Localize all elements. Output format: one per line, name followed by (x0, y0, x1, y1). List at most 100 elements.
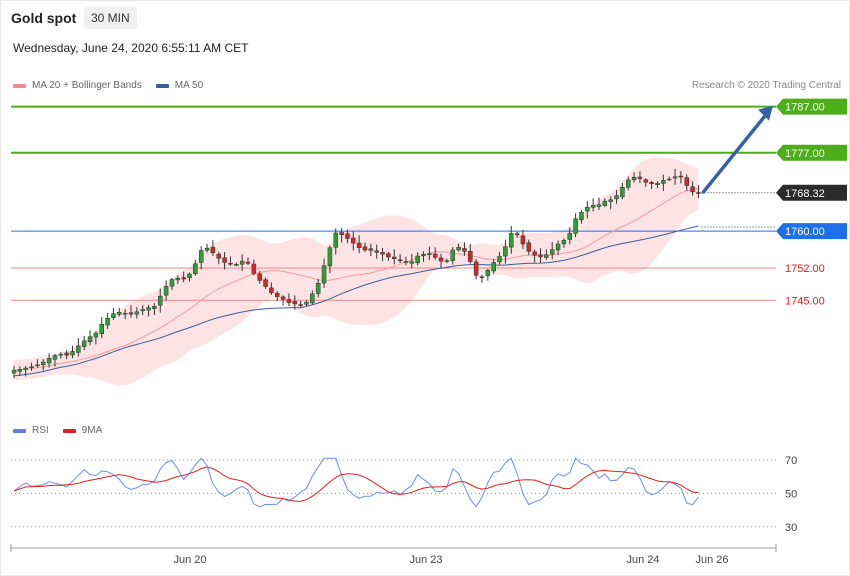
candle-body (544, 254, 549, 258)
level-tag-0 (776, 98, 847, 115)
candle-body (181, 277, 186, 280)
candle-body (403, 261, 409, 263)
candle-body (58, 353, 64, 356)
rsi-line (13, 457, 699, 508)
legend-label-ma20: MA 20 + Bollinger Bands (32, 80, 142, 91)
candle-body (29, 366, 34, 369)
candle-body (204, 247, 210, 251)
level-lines: 1787.00 1777.00 1760.00 1752.00 1745.00 (11, 98, 847, 307)
candle-body (269, 287, 274, 294)
candle-body (222, 257, 227, 263)
candle-body (163, 286, 169, 296)
candle-body (257, 273, 262, 281)
projection-arrow-shaft (701, 112, 768, 194)
candle-body (602, 200, 608, 206)
candle-body (117, 312, 122, 315)
candle-body (187, 273, 192, 279)
candle-body (41, 361, 46, 366)
candle-body (374, 250, 379, 253)
candle-body (432, 253, 438, 258)
candle-body (392, 256, 397, 260)
candle-body (280, 296, 286, 300)
candle-body (251, 263, 257, 274)
candle-body (315, 282, 321, 294)
level-tag-1 (776, 144, 847, 161)
candle-body (637, 176, 643, 179)
candle-body (122, 312, 128, 315)
candle-body (286, 299, 292, 303)
last-price-label: 1768.32 (785, 188, 825, 200)
candle-body (661, 180, 666, 184)
candle-body (620, 187, 625, 198)
candle-body (427, 253, 432, 255)
candle-body (87, 336, 93, 343)
price-legend: MA 20 + Bollinger Bands MA 50 (13, 80, 217, 91)
candle-body (608, 199, 613, 202)
candle-body (672, 176, 678, 179)
candle-body (631, 176, 637, 181)
candle-body (64, 352, 69, 356)
candle-body (351, 237, 356, 244)
candle-body (590, 205, 596, 208)
candle-body (11, 370, 17, 374)
candle-body (345, 233, 350, 239)
candle-body (76, 345, 81, 353)
candle-body (514, 233, 520, 236)
credit-text: Research © 2020 Trading Central (691, 80, 841, 91)
legend-swatch-rsi (13, 428, 26, 433)
candle-body (649, 182, 654, 184)
candle-body (438, 257, 444, 262)
rsi-legend: RSI 9MA (13, 425, 116, 436)
candle-body (509, 233, 514, 248)
rsi-ma-line (13, 466, 699, 502)
candle-body (450, 249, 455, 261)
rsi-panel: 70 50 30 (11, 455, 797, 534)
rsi-tick-30: 30 (785, 522, 797, 534)
candle-body (356, 242, 362, 248)
candle-body (555, 243, 561, 251)
candle-body (23, 367, 28, 370)
candle-body (292, 301, 298, 305)
instrument-title: Gold spot (11, 10, 77, 26)
ma50-line (13, 225, 699, 377)
projection-arrow-head (758, 105, 773, 121)
candle-body (491, 262, 496, 272)
candle-body (585, 206, 590, 212)
rsi-tick-50: 50 (785, 488, 797, 500)
candle-body (245, 261, 251, 264)
candle-body (643, 179, 649, 183)
candle-body (93, 332, 99, 338)
x-axis: Jun 20 Jun 23 Jun 24 Jun 26 (10, 544, 777, 566)
timeframe-badge[interactable]: 30 MIN (84, 7, 137, 29)
candle-body (234, 264, 239, 266)
level-label-1: 1777.00 (785, 148, 825, 160)
level-label-2: 1760.00 (785, 226, 825, 238)
x-tick-label: Jun 26 (695, 554, 728, 566)
candle-body (105, 317, 110, 326)
candle-body (310, 293, 315, 304)
candle-body (111, 313, 116, 318)
candle-body (386, 253, 391, 258)
candle-body (678, 175, 684, 178)
candle-body (17, 369, 23, 372)
candle-body (70, 351, 75, 356)
candle-body (503, 246, 508, 257)
legend-label-ma50: MA 50 (174, 80, 204, 91)
candle-body (146, 307, 151, 311)
candle-body (210, 247, 216, 254)
legend-item-rsi: RSI (13, 425, 49, 436)
legend-item-9ma: 9MA (62, 425, 102, 436)
chart-datetime: Wednesday, June 24, 2020 6:55:11 AM CET (13, 41, 249, 55)
candle-body (339, 232, 344, 236)
candle-body (696, 192, 701, 194)
candle-body (128, 312, 134, 315)
candle-body (228, 262, 233, 265)
candle-body (99, 323, 104, 334)
legend-item-ma50: MA 50 (155, 80, 204, 91)
x-tick-label: Jun 20 (173, 554, 206, 566)
last-price-tag (776, 184, 847, 201)
legend-swatch-ma50 (155, 83, 169, 88)
bollinger-bands (14, 157, 699, 386)
candle-body (462, 248, 467, 252)
candle-body (626, 179, 631, 188)
